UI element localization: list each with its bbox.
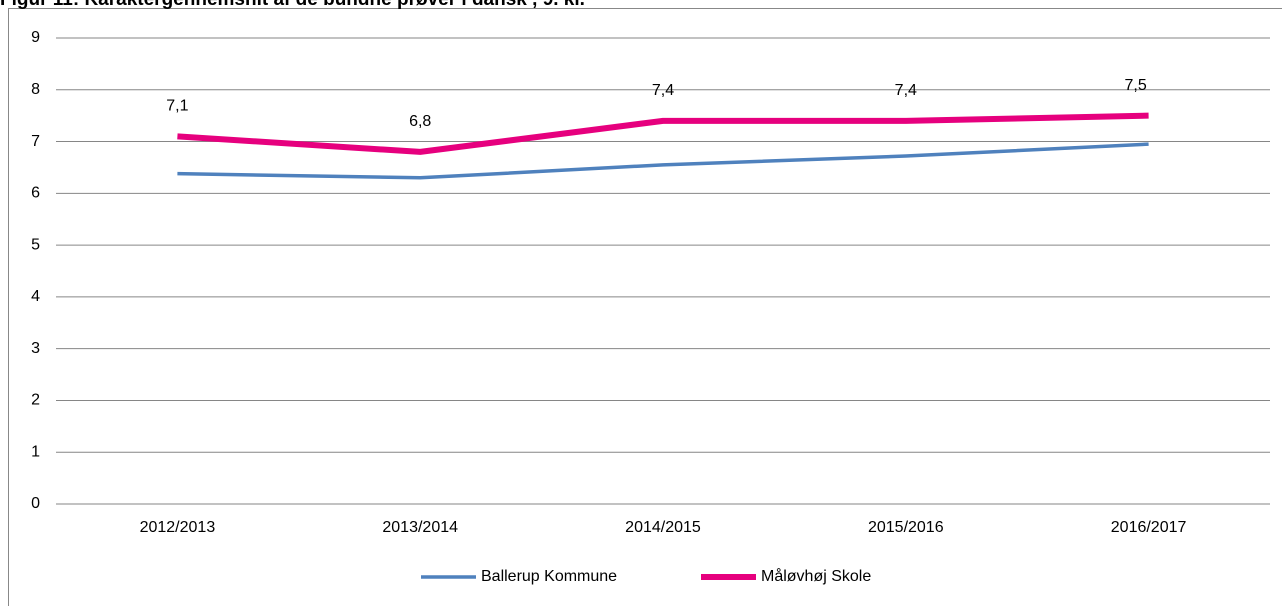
legend-label: Ballerup Kommune: [481, 568, 617, 585]
y-tick-label: 8: [31, 81, 40, 98]
data-label: 7,4: [652, 82, 674, 99]
data-label: 6,8: [409, 113, 431, 130]
y-tick-label: 9: [31, 29, 40, 46]
series-line: [177, 142, 1149, 180]
x-tick-label: 2012/2013: [140, 519, 216, 536]
y-tick-label: 4: [31, 288, 40, 305]
y-tick-label: 6: [31, 185, 40, 202]
data-label: 7,1: [166, 98, 188, 115]
y-tick-label: 7: [31, 133, 40, 150]
data-label: 7,4: [895, 82, 917, 99]
x-tick-label: 2014/2015: [625, 519, 701, 536]
y-tick-label: 5: [31, 236, 40, 253]
y-tick-label: 0: [31, 495, 40, 512]
legend-label: Måløvhøj Skole: [761, 567, 871, 585]
x-tick-label: 2016/2017: [1111, 519, 1187, 536]
chart-border: [8, 8, 1282, 606]
chart-title: Figur 11: Karaktergennemsnit af de bundn…: [0, 0, 585, 10]
x-tick-label: 2013/2014: [382, 519, 458, 536]
data-label: 7,5: [1124, 77, 1146, 94]
series-line: [177, 112, 1149, 155]
y-tick-label: 2: [31, 392, 40, 409]
y-tick-label: 1: [31, 443, 40, 460]
x-tick-label: 2015/2016: [868, 519, 944, 536]
y-tick-label: 3: [31, 340, 40, 357]
